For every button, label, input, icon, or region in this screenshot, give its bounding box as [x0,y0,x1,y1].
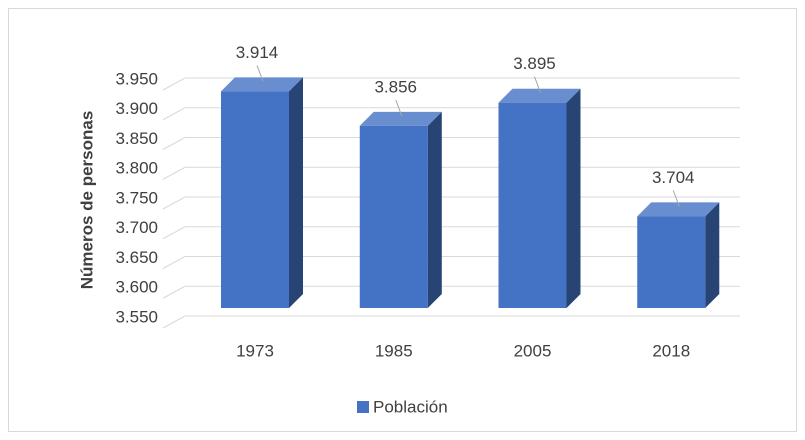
bar-side-shade [705,202,720,308]
data-label: 3.895 [513,54,556,73]
leader-line [672,190,680,207]
y-tick-label: 3.800 [115,159,158,178]
y-tick-label: 3.650 [115,248,158,267]
bar-side [705,202,720,308]
bar-side [427,111,442,309]
y-tick-label: 3.550 [115,307,158,326]
bar-top-shade [221,77,303,92]
leader-line [395,99,403,117]
bar-top-shade [637,202,720,217]
x-tick-label: 2018 [652,341,690,360]
grid-line [162,315,740,329]
y-tick-label: 3.850 [115,129,158,148]
bar [637,216,706,308]
y-axis-title: Números de personas [77,111,96,290]
bar [221,91,289,308]
bar-top-shade [359,111,442,126]
data-label: 3.914 [236,43,279,62]
bar-top [359,111,442,126]
y-tick-label: 3.700 [115,218,158,237]
bar-side [289,77,303,308]
leader-line [534,76,541,93]
bar-top [498,88,581,103]
y-tick-label: 3.950 [115,69,158,88]
y-tick-label: 3.900 [115,99,158,118]
bar-side-shade [566,88,581,308]
data-label: 3.856 [374,77,417,96]
leader-line [256,65,264,82]
x-tick-label: 2005 [514,341,552,360]
x-tick-label: 1985 [375,341,413,360]
data-label: 3.704 [652,168,695,187]
bar-top-shade [498,88,581,103]
bar [498,102,567,308]
y-tick-label: 3.750 [115,188,158,207]
legend-label: Población [373,397,448,416]
bar-side [566,88,581,308]
bar-side-shade [427,111,442,309]
bar [359,125,428,309]
x-tick-label: 1973 [236,341,274,360]
legend-swatch [357,401,369,413]
bar-side-shade [289,77,303,308]
bar-top [221,77,303,92]
grid-line [162,77,740,91]
y-tick-label: 3.600 [115,278,158,297]
bar-top [637,202,720,217]
